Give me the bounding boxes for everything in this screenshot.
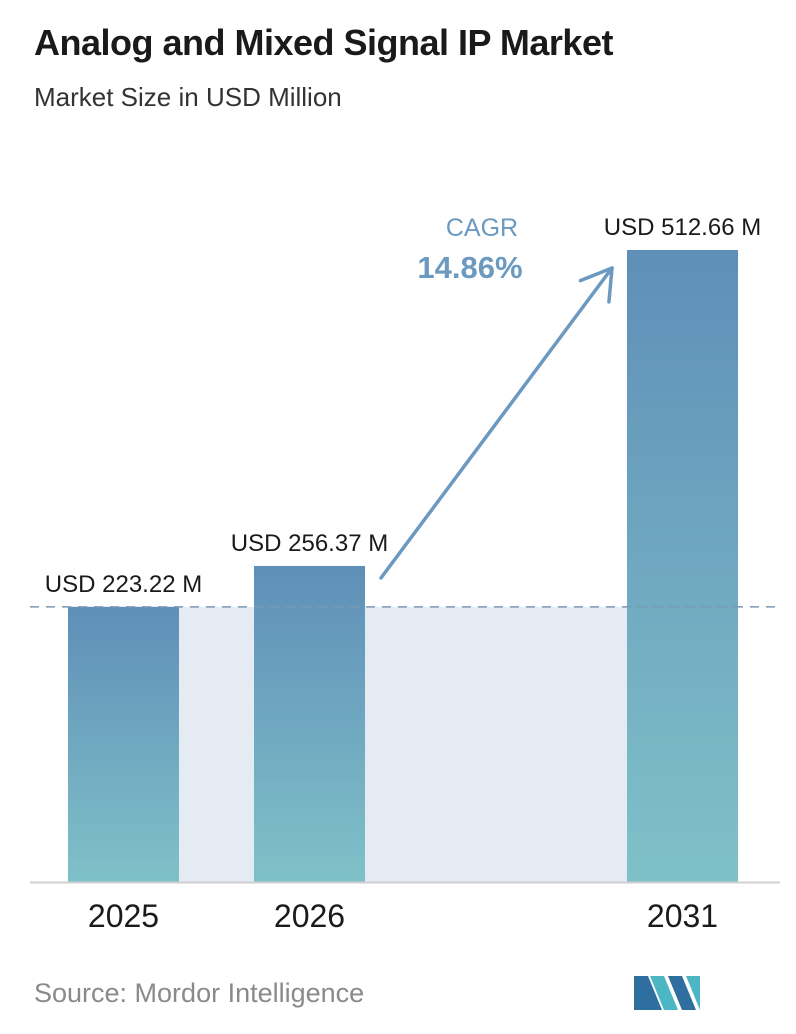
mordor-intelligence-logo bbox=[634, 976, 700, 1010]
source-text: Source: Mordor Intelligence bbox=[34, 978, 365, 1008]
cagr-value: 14.86% bbox=[417, 250, 522, 285]
cagr-arrow-head bbox=[578, 266, 614, 304]
value-label-2025: USD 223.22 M bbox=[45, 571, 202, 598]
x-tick-label-2031: 2031 bbox=[647, 898, 718, 934]
bar-2026 bbox=[254, 565, 365, 882]
x-tick-label-2025: 2025 bbox=[88, 898, 159, 934]
value-label-2026: USD 256.37 M bbox=[231, 530, 388, 557]
cagr-arrow-line bbox=[379, 266, 614, 580]
cagr-label: CAGR bbox=[446, 214, 518, 242]
bar-2025 bbox=[68, 606, 179, 882]
x-tick-label-2026: 2026 bbox=[274, 898, 345, 934]
value-label-2031: USD 512.66 M bbox=[604, 214, 761, 241]
chart-title: Analog and Mixed Signal IP Market bbox=[34, 22, 613, 63]
bar-2031 bbox=[627, 250, 738, 882]
chart-subtitle: Market Size in USD Million bbox=[34, 82, 342, 112]
